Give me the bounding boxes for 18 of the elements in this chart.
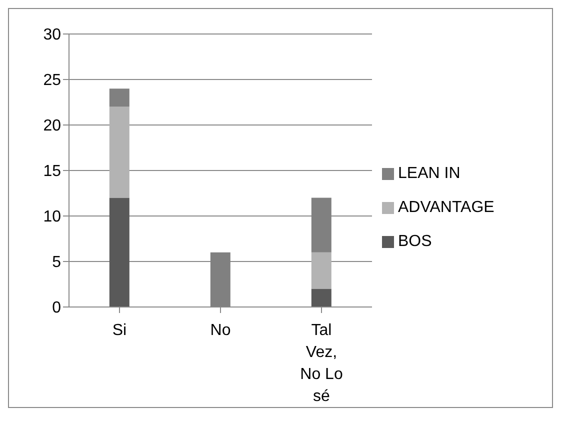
bar [109,106,130,198]
bar [311,288,332,307]
y-tick-label: 0 [52,300,62,317]
bar [109,88,130,107]
y-tick-label: 15 [43,163,62,180]
x-tick-label: No [210,322,231,339]
legend-label: BOS [398,233,432,251]
y-tick-label: 5 [52,254,62,272]
y-tick-label: 25 [43,72,62,90]
legend-label: LEAN IN [398,165,460,183]
bar [109,198,130,307]
x-tick-label: Tal Vez, No Lo sé [300,322,343,405]
x-tick-label: Si [112,322,127,339]
y-tick-label: 20 [43,118,62,135]
y-tick-label: 30 [43,26,62,44]
bar [311,252,332,289]
legend-label: ADVANTAGE [398,199,494,217]
y-tick-label: 10 [43,208,62,226]
